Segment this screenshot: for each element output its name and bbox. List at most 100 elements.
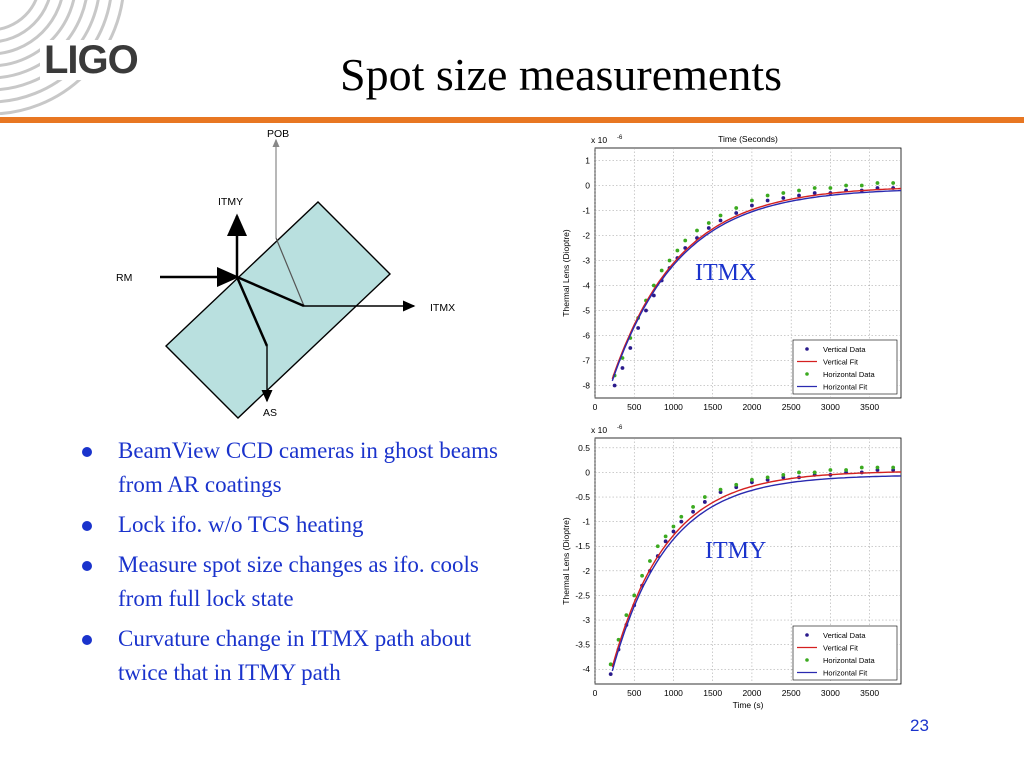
- data-point: [644, 308, 648, 313]
- data-point: [628, 346, 633, 350]
- itmy-thermal-lens-chart: 0 500 1000 1500 2000 2500 3000 3500 0.5 0 -0.5 -1 -1…: [561, 425, 902, 710]
- data-point: [663, 534, 668, 539]
- bs-to-itmx-ray: [236, 275, 305, 308]
- y-tick-label: -1: [582, 517, 590, 527]
- data-point: [812, 186, 817, 190]
- data-point: [797, 193, 801, 198]
- y-tick-label: 1: [585, 156, 590, 166]
- data-point: [702, 495, 707, 499]
- bullet-text: Measure spot size changes as ifo. cools …: [118, 552, 479, 611]
- data-point: [781, 473, 786, 477]
- y-tick-label: -4: [582, 664, 590, 674]
- data-point: [675, 248, 680, 253]
- itmx-thermal-lens-chart: 0 500 1000 1500 2000 2500 3000 3500 1 0 -1 -2 -3 -4 -5…: [561, 134, 902, 412]
- data-point: [828, 468, 833, 472]
- optical-diagram: POB ITMY RM ITMX AS: [116, 128, 455, 419]
- data-point: [718, 218, 723, 223]
- data-point: [636, 326, 641, 330]
- x-tick-label: 1500: [703, 688, 722, 698]
- page-number: 23: [910, 716, 929, 735]
- data-point: [718, 487, 723, 492]
- y-exponent-power: -6: [617, 425, 623, 431]
- data-point: [691, 509, 695, 514]
- y-tick-label: -6: [582, 331, 590, 341]
- legend-box: [792, 339, 898, 395]
- data-point: [663, 539, 668, 544]
- data-point: [812, 470, 817, 475]
- data-point: [750, 477, 754, 482]
- legend-entry: Horizontal Fit: [823, 383, 868, 392]
- chart-overlay-label: ITMY: [705, 538, 766, 564]
- y-tick-label: -1: [582, 206, 590, 216]
- legend-entry: Vertical Data: [823, 345, 866, 354]
- data-point: [875, 465, 880, 470]
- data-point: [651, 293, 656, 298]
- bullet-text: Curvature change in ITMX path about twic…: [118, 626, 472, 685]
- ligo-logo: LIGO: [44, 38, 139, 82]
- data-point: [891, 181, 896, 185]
- data-point: [671, 524, 676, 529]
- data-point: [734, 211, 739, 215]
- legend-marker: [805, 347, 809, 351]
- vertical-fit-line: [611, 471, 901, 668]
- x-tick-label: 2500: [782, 688, 801, 698]
- pob-label: POB: [267, 128, 289, 140]
- bullet-dot-icon: [82, 561, 92, 571]
- data-point: [859, 465, 864, 470]
- data-point: [624, 613, 629, 618]
- data-point: [812, 191, 817, 195]
- x-tick-label: 3500: [860, 402, 879, 412]
- legend-entry: Vertical Fit: [823, 644, 859, 653]
- bullet-list: BeamView CCD cameras in ghost beams from…: [80, 434, 520, 696]
- x-tick-label: 3000: [821, 402, 840, 412]
- data-point: [679, 519, 684, 524]
- x-axis-label: Time (s): [733, 700, 764, 710]
- internal-ray: [275, 237, 305, 307]
- data-point: [612, 383, 617, 388]
- data-point: [734, 482, 739, 487]
- y-axis-label: Thermal Lens (Dioptre): [561, 517, 571, 605]
- bullet-text: BeamView CCD cameras in ghost beams from…: [118, 438, 498, 497]
- bullet-item: BeamView CCD cameras in ghost beams from…: [80, 434, 520, 502]
- y-tick-label: -2.5: [575, 590, 590, 600]
- header-rule: [0, 117, 1024, 123]
- x-tick-label: 2500: [782, 402, 801, 412]
- data-point: [844, 468, 848, 472]
- vertical-fit-line: [611, 187, 901, 380]
- x-tick-label: 1500: [703, 402, 722, 412]
- data-point: [651, 283, 656, 288]
- as-label: AS: [263, 407, 277, 419]
- x-tick-label: 0: [593, 688, 598, 698]
- data-point: [706, 226, 711, 230]
- data-point: [648, 559, 652, 563]
- data-point: [781, 196, 786, 200]
- rm-label: RM: [116, 272, 132, 284]
- y-tick-label: -2: [582, 231, 590, 241]
- plot-marks: [608, 465, 901, 677]
- x-tick-label: 1000: [664, 688, 683, 698]
- x-tick-label: 3000: [821, 688, 840, 698]
- plot-marks: [611, 181, 901, 388]
- data-point: [620, 366, 625, 370]
- legend-entry: Horizontal Data: [823, 370, 876, 379]
- y-tick-label: -8: [582, 381, 590, 391]
- y-axis-label: Thermal Lens (Dioptre): [561, 229, 571, 317]
- y-tick-label: 0: [585, 181, 590, 191]
- data-point: [671, 529, 676, 534]
- x-tick-label: 3500: [860, 688, 879, 698]
- horizontal-fit-line: [611, 475, 901, 672]
- data-point: [797, 470, 801, 475]
- y-tick-label: -7: [582, 356, 590, 366]
- x-tick-label: 2000: [742, 402, 761, 412]
- data-point: [750, 203, 754, 208]
- page-title: Spot size measurements: [340, 49, 783, 100]
- itmy-label: ITMY: [218, 196, 243, 208]
- bullet-dot-icon: [82, 447, 92, 457]
- x-tick-label: 500: [627, 402, 641, 412]
- horizontal-fit-line: [611, 189, 901, 382]
- chart-overlay-label: ITMX: [695, 260, 756, 286]
- data-point: [828, 186, 833, 190]
- y-tick-label: -3.5: [575, 640, 590, 650]
- bullet-dot-icon: [82, 521, 92, 531]
